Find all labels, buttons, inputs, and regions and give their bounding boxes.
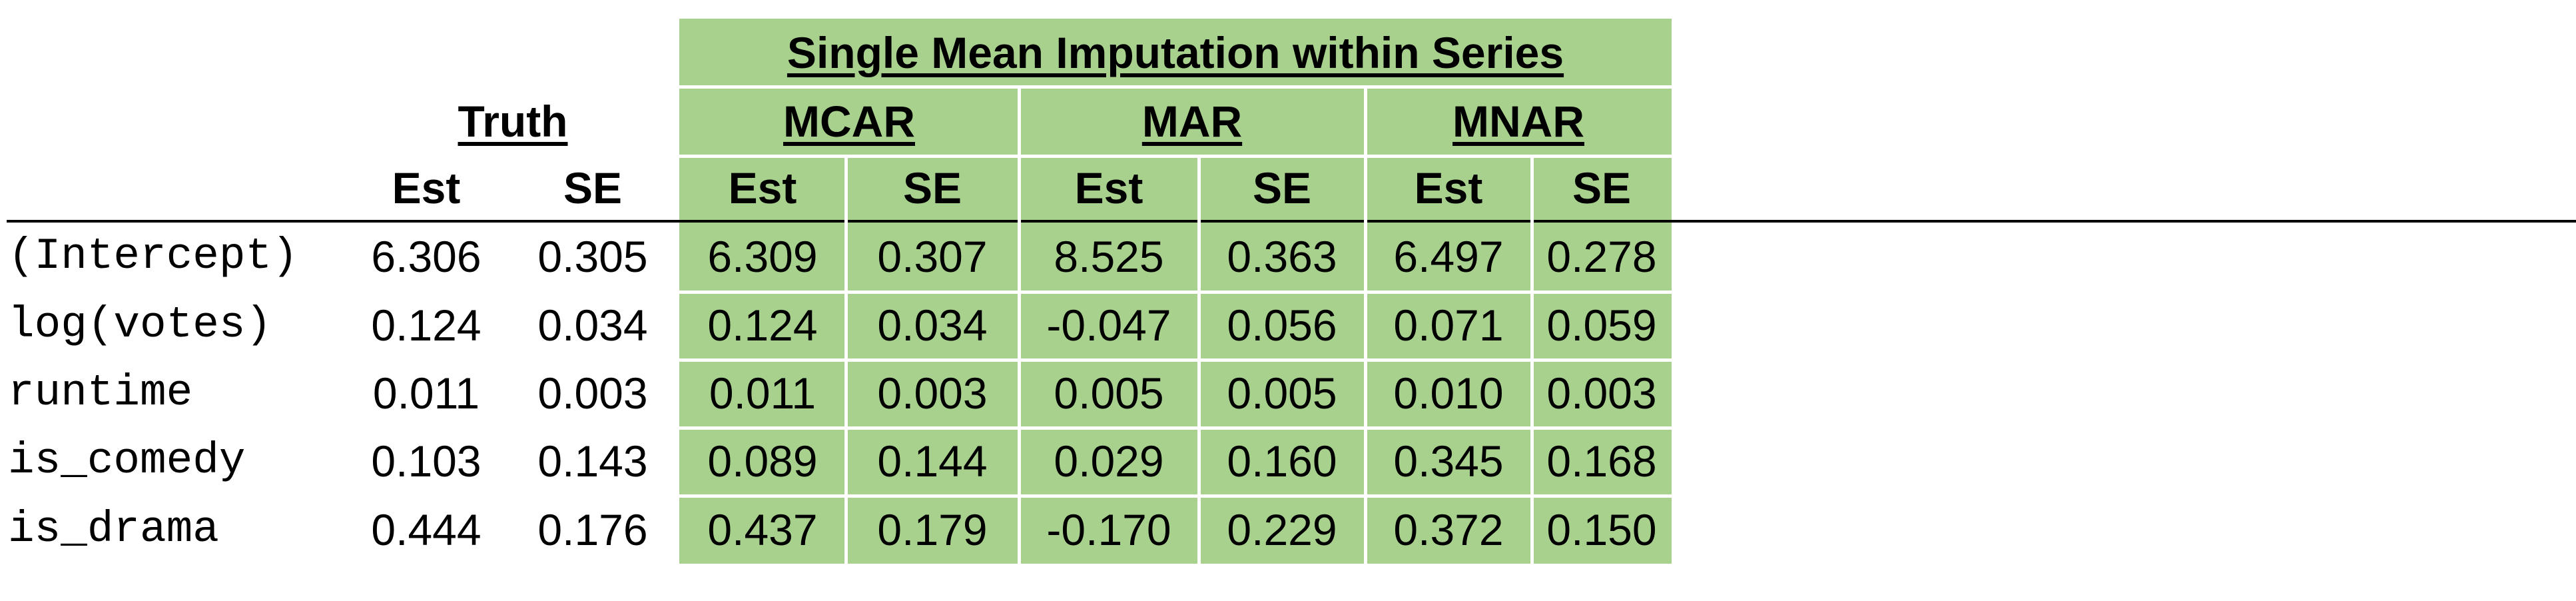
truth-label: Truth [458,97,568,146]
table-cell: 0.003 [537,368,648,418]
table-cell: 0.372 [1393,505,1504,554]
column-header: SE [902,163,962,213]
table-cell: 0.168 [1546,436,1657,486]
table-cell: 0.124 [707,300,818,350]
row-term: (Intercept) [8,231,298,281]
table-cell: 8.525 [1054,232,1164,281]
table-cell: 0.229 [1227,505,1337,554]
row-term: is_drama [8,504,219,554]
table-cell: 0.363 [1227,232,1337,281]
column-header: SE [563,163,623,213]
table-cell: 0.071 [1393,300,1504,350]
grid-line [1364,87,1367,564]
grid-line [1197,156,1201,564]
table-cell: 6.309 [707,232,818,281]
row-term: is_comedy [8,436,246,486]
grid-line [679,358,1672,362]
table-cell: 0.179 [877,505,988,554]
table-cell: 0.444 [371,505,482,554]
table-cell: 0.124 [371,300,482,350]
table-cell: 0.010 [1393,368,1504,418]
table-cell: 0.005 [1054,368,1164,418]
table-cell: 0.034 [537,300,648,350]
table-cell: 0.150 [1546,505,1657,554]
table-cell: 0.437 [707,505,818,554]
grid-line [679,155,1672,158]
table-cell: 0.143 [537,436,648,486]
column-header: Est [1414,163,1483,213]
header-rule [7,220,2576,223]
grid-line [679,291,1672,294]
grid-line [1530,156,1534,564]
table-cell: 0.005 [1227,368,1337,418]
grid-line [679,426,1672,430]
column-header: Est [392,163,461,213]
row-term: log(votes) [8,300,272,350]
grid-line [679,494,1672,498]
table-cell: 0.003 [1546,368,1657,418]
table-cell: 0.089 [707,436,818,486]
group-title: Single Mean Imputation within Series [787,28,1564,77]
table-cell: 6.306 [371,232,482,281]
grid-line [679,85,1672,89]
table-cell: 0.056 [1227,300,1337,350]
table-cell: 0.144 [877,436,988,486]
table-cell: 0.176 [537,505,648,554]
table-cell: 0.103 [371,436,482,486]
table-cell: -0.047 [1046,300,1171,350]
table-cell: 0.003 [877,368,988,418]
table-cell: 0.029 [1054,436,1164,486]
table-cell: 0.059 [1546,300,1657,350]
column-header: SE [1572,163,1632,213]
row-term: runtime [8,368,193,418]
column-header: Est [728,163,797,213]
mar-label: MAR [1141,97,1243,146]
grid-line [1018,87,1021,564]
table-cell: 6.497 [1393,232,1504,281]
table-cell: 0.011 [709,368,816,418]
table-cell: 0.011 [372,368,480,418]
table-cell: 0.160 [1227,436,1337,486]
table-cell: 0.034 [877,300,988,350]
table-cell: 0.307 [877,232,988,281]
column-header: Est [1074,163,1143,213]
table-cell: 0.305 [537,232,648,281]
table-cell: 0.345 [1393,436,1504,486]
mcar-label: MCAR [783,97,915,146]
table-cell: 0.278 [1546,232,1657,281]
grid-line [844,156,848,564]
table-cell: -0.170 [1046,505,1171,554]
column-header: SE [1252,163,1312,213]
mnar-label: MNAR [1452,97,1584,146]
